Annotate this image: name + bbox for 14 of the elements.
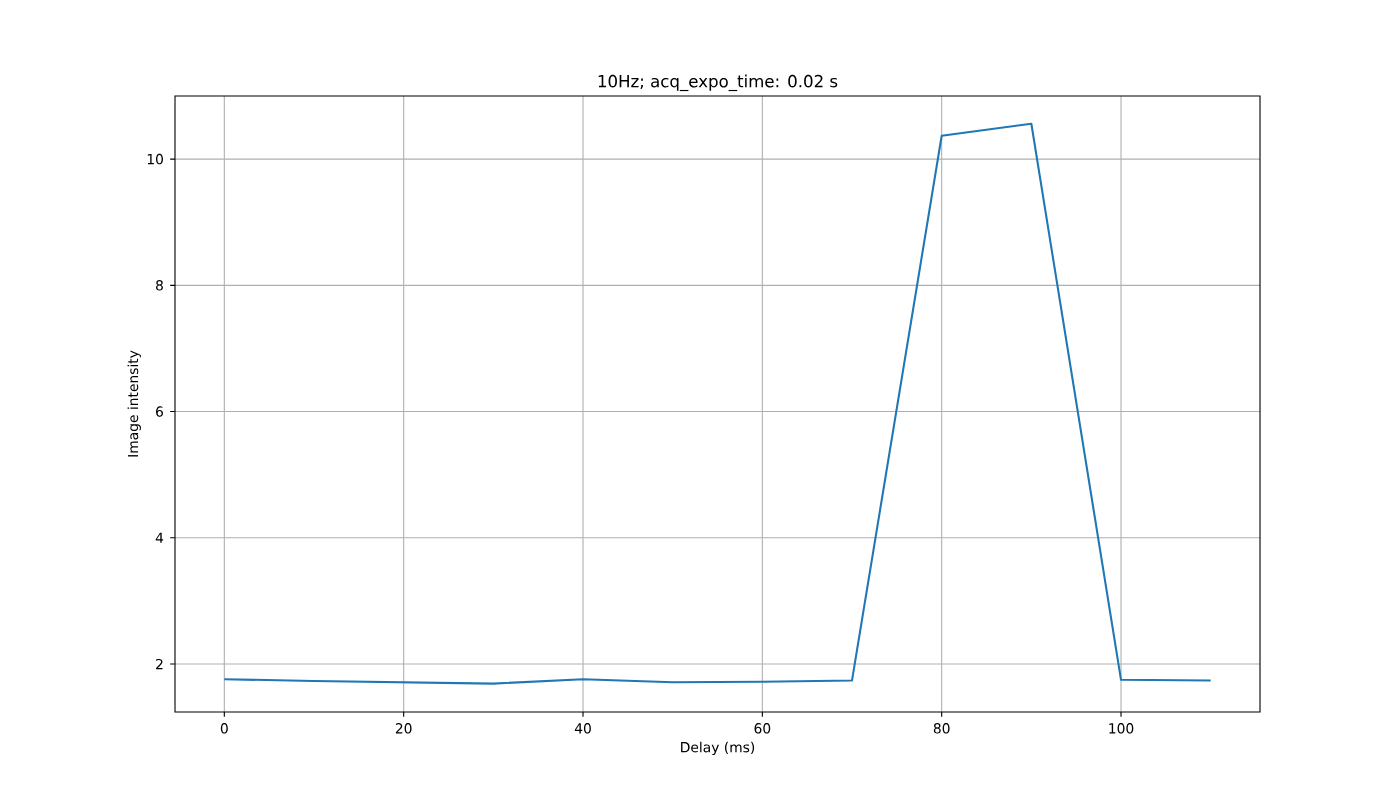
x-tick-label: 80 — [933, 723, 950, 734]
y-tick-label: 6 — [156, 406, 164, 417]
y-tick-label: 10 — [147, 153, 163, 165]
x-axis-title: Delay (ms) — [681, 741, 755, 756]
x-tick-label: 0 — [220, 723, 228, 734]
chart-title: 10Hz; acq_expo_time: 0.02 s — [598, 74, 838, 92]
y-axis-title: Image intensity — [127, 350, 141, 457]
x-tick-label: 100 — [1109, 723, 1134, 734]
y-tick-label: 8 — [156, 280, 163, 291]
x-tick-label: 40 — [574, 723, 591, 734]
y-tick-label: 2 — [156, 658, 163, 670]
y-tick-label: 4 — [155, 532, 164, 543]
x-tick-label: 20 — [395, 723, 412, 734]
x-tick-label: 60 — [754, 723, 771, 734]
